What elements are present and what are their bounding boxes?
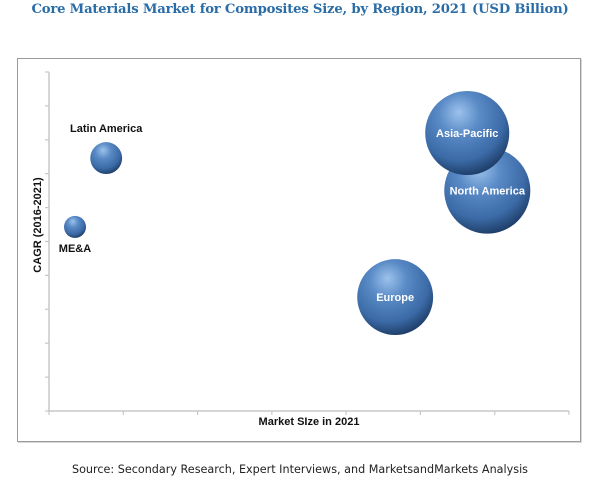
bubble-label-asia-pacific: Asia-Pacific — [436, 128, 498, 140]
y-axis-label: CAGR (2016-2021) — [32, 177, 44, 273]
bubble-europe — [357, 259, 434, 336]
bubble-me-a — [64, 215, 86, 238]
bubble-asia-pacific — [425, 90, 510, 176]
bubble-label-europe: Europe — [376, 292, 414, 304]
bubbles — [64, 90, 531, 336]
bubble-label-me-a: ME&A — [59, 243, 91, 255]
bubble-latin-america — [90, 142, 123, 175]
axes — [45, 71, 570, 415]
bubble-label-latin-america: Latin America — [70, 123, 143, 135]
chart-title: Core Materials Market for Composites Siz… — [31, 2, 569, 17]
bubble-label-north-america: North America — [450, 186, 526, 198]
bubble-labels: Latin America ME&A Europe North America Asia… — [59, 123, 526, 304]
x-axis-label: Market SIze in 2021 — [259, 416, 360, 428]
chart-frame — [17, 58, 581, 442]
source-note: Source: Secondary Research, Expert Inter… — [71, 463, 529, 476]
